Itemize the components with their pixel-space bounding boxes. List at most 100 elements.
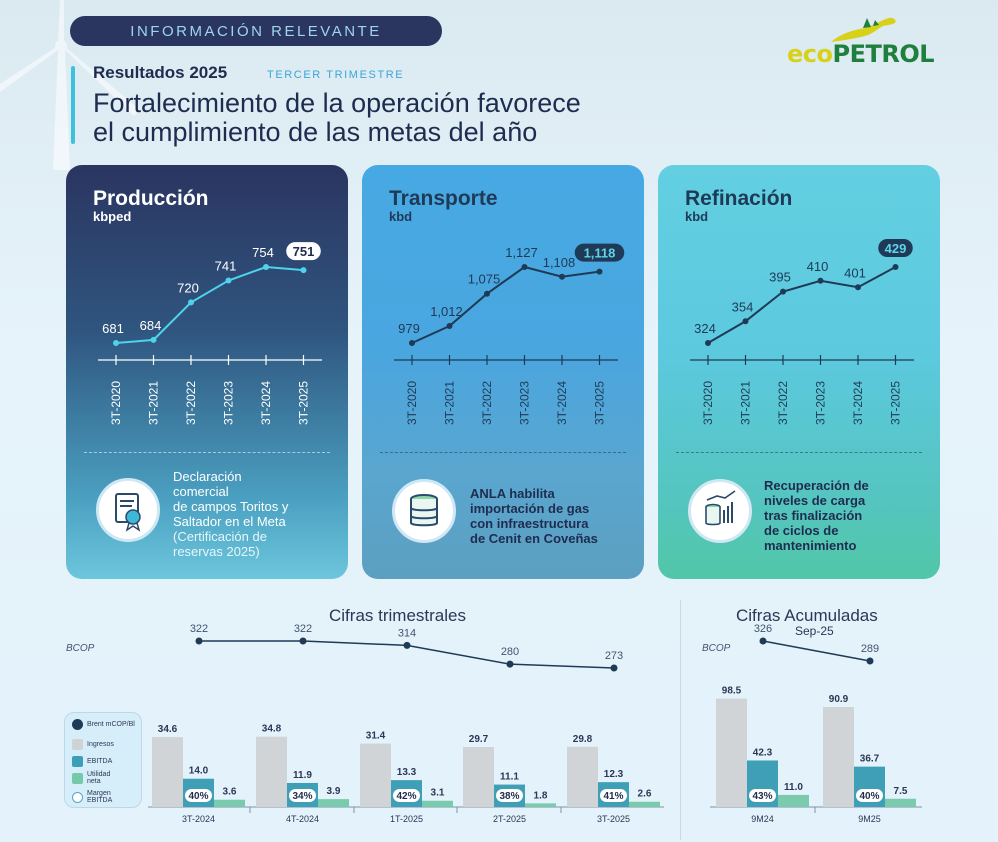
series-line (707, 266, 896, 344)
x-tick-label: 3T-2024 (555, 381, 569, 425)
data-label: 1,118 (584, 246, 616, 261)
net-income-bar (318, 799, 349, 807)
margin-label: 42% (396, 791, 416, 802)
data-label: 1,108 (543, 255, 576, 270)
data-point (188, 299, 194, 306)
revenue-bar (360, 743, 391, 807)
refining-title: Refinación (685, 187, 793, 210)
x-tick-label: 3T-2023 (814, 381, 828, 425)
legend-swatch (72, 719, 83, 730)
data-point (484, 290, 490, 297)
x-tick-label: 3T-2021 (739, 381, 753, 425)
x-tick-label: 3T-2020 (701, 381, 715, 425)
highlight-badge (574, 243, 625, 262)
x-tick-label: 2T-2025 (493, 814, 526, 824)
section-pill: INFORMACIÓN RELEVANTE (70, 16, 442, 46)
data-label: 681 (102, 321, 124, 336)
quarterly-bcop-label: BCOP (66, 643, 95, 654)
results-label: Resultados 2025 (93, 63, 228, 82)
note-line: niveles de carga (764, 493, 866, 508)
accumulated-bcop-label: BCOP (702, 643, 731, 654)
refining-note: Recuperación de niveles de carga tras fi… (764, 478, 869, 553)
quarter-label: TERCER TRIMESTRE (267, 69, 405, 81)
data-label: 324 (694, 321, 716, 336)
note-line: mantenimiento (764, 538, 857, 553)
bar-value-label: 29.8 (573, 734, 593, 745)
margin-label: 40% (859, 791, 879, 802)
margin-badge (289, 789, 316, 802)
x-tick-label: 3T-2023 (222, 381, 236, 425)
headline-line-1: Fortalecimiento de la operación favorece (93, 88, 581, 118)
revenue-bar (567, 746, 598, 807)
production-title: Producción (93, 187, 209, 210)
data-label: 429 (885, 241, 907, 256)
legend-swatch (72, 772, 83, 784)
x-tick-label: 9M24 (751, 814, 774, 824)
brent-point (506, 660, 514, 668)
x-tick-label: 1T-2025 (390, 814, 423, 824)
x-tick-label: 9M25 (858, 814, 881, 824)
brent-point (610, 664, 618, 672)
bar-value-label: 11.1 (500, 772, 519, 783)
accumulated-subtitle: Sep-25 (795, 624, 834, 638)
highlight-badge (878, 239, 913, 257)
legend-item: Margen EBITDA (72, 790, 117, 804)
margin-label: 34% (292, 791, 312, 802)
brent-point (866, 657, 874, 665)
series-line (115, 265, 304, 344)
refining-divider (676, 452, 922, 453)
accumulated-title: Cifras Acumuladas (736, 606, 878, 625)
brent-point (759, 637, 767, 645)
refinery-chart-icon (688, 479, 752, 543)
data-point (559, 273, 565, 280)
brent-label: 322 (294, 623, 312, 635)
x-tick-label: 3T-2020 (109, 381, 123, 425)
x-tick-label: 3T-2025 (889, 381, 903, 425)
net-income-bar (214, 799, 245, 807)
refining-chart: 3T-2020 3T-2021 3T-2022 3T-2023 3T-2024 3T-20… (690, 239, 914, 425)
transport-divider (380, 452, 626, 453)
data-point (300, 267, 307, 274)
bar-value-label: 11.9 (293, 770, 312, 781)
data-point (817, 277, 824, 284)
margin-badge (496, 789, 523, 802)
ecopetrol-logo: ecoPETROL (783, 12, 943, 68)
x-tick-label: 3T-2020 (405, 381, 419, 425)
section-divider (680, 600, 681, 840)
data-point (225, 277, 232, 284)
margin-label: 41% (603, 791, 623, 802)
title-accent-bar (71, 66, 75, 144)
data-label: 401 (844, 265, 866, 280)
note-line: Saltador en el Meta (173, 514, 286, 529)
production-card: 3T-2020 3T-2021 3T-2022 3T-2023 3T-2024 3T-20… (66, 165, 348, 579)
bar-value-label: 36.7 (860, 754, 880, 765)
section-pill-label: INFORMACIÓN RELEVANTE (130, 22, 382, 40)
note-line: ANLA habilita (470, 486, 555, 501)
net-income-bar (885, 798, 916, 807)
bar-value-label: 2.6 (638, 789, 652, 800)
legend-label: Margen EBITDA (87, 790, 113, 804)
bar-value-label: 3.6 (223, 787, 237, 798)
production-divider (84, 452, 330, 453)
x-tick-label: 4T-2024 (286, 814, 319, 824)
gas-tank-icon (392, 479, 456, 543)
brent-label: 273 (605, 650, 623, 662)
margin-label: 40% (188, 791, 208, 802)
bar-value-label: 34.6 (158, 724, 178, 735)
net-income-bar (778, 794, 809, 807)
production-unit: kbped (93, 209, 132, 224)
note-sub-line: (Certificación de (173, 529, 267, 544)
production-chart: 3T-2020 3T-2021 3T-2022 3T-2023 3T-2024 3T-20… (98, 242, 322, 425)
data-label: 395 (769, 270, 791, 285)
headline-line-2: el cumplimiento de las metas del año (93, 117, 538, 147)
data-point (855, 284, 861, 291)
margin-badge (600, 789, 627, 802)
x-tick-label: 3T-2025 (297, 381, 311, 425)
data-point (596, 268, 603, 275)
brent-label: 322 (190, 623, 208, 635)
x-tick-label: 3T-2021 (443, 381, 457, 425)
legend-label: EBITDA (87, 758, 113, 765)
x-tick-label: 3T-2022 (184, 381, 198, 425)
data-point (780, 288, 786, 295)
